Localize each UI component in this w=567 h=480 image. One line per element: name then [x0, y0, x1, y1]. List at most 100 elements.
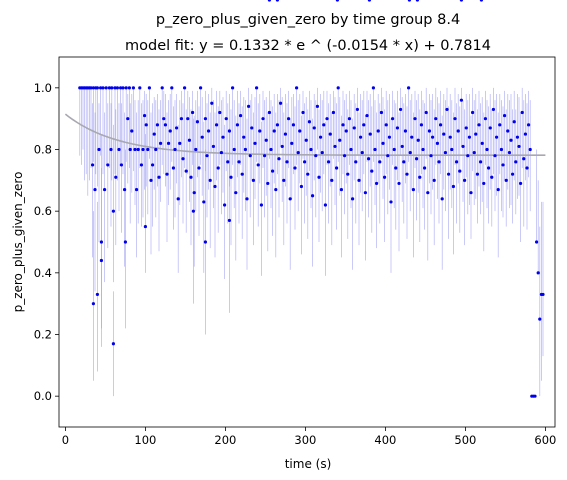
- x-axis-label: time (s): [285, 457, 332, 471]
- data-point: [405, 172, 409, 176]
- data-point: [443, 150, 447, 155]
- data-point: [367, 157, 371, 161]
- data-point: [339, 187, 343, 192]
- data-point: [95, 292, 99, 297]
- data-point: [195, 120, 199, 124]
- data-point: [383, 175, 387, 179]
- data-point: [218, 110, 222, 115]
- data-point: [437, 160, 441, 164]
- data-point: [99, 258, 103, 263]
- data-point: [163, 123, 167, 127]
- data-point: [411, 187, 415, 192]
- data-point: [306, 172, 310, 176]
- data-point: [368, 132, 372, 136]
- data-point: [463, 178, 467, 182]
- data-point: [391, 117, 395, 121]
- data-point: [133, 147, 137, 152]
- data-point: [416, 138, 420, 142]
- data-point: [154, 147, 158, 152]
- data-point: [432, 178, 436, 182]
- data-point: [469, 191, 473, 195]
- data-point: [127, 86, 131, 90]
- data-point: [110, 86, 114, 90]
- data-point: [146, 147, 150, 152]
- data-point: [184, 169, 188, 173]
- data-point: [482, 181, 486, 186]
- data-point: [448, 135, 452, 139]
- data-point: [371, 86, 375, 90]
- data-point: [520, 110, 524, 115]
- data-point: [279, 101, 283, 105]
- data-point: [290, 141, 294, 145]
- data-point: [423, 166, 427, 170]
- data-point: [495, 135, 499, 139]
- data-point: [466, 154, 470, 158]
- data-point: [477, 123, 481, 127]
- data-point: [355, 107, 359, 112]
- data-point: [221, 135, 225, 139]
- data-point: [402, 160, 406, 164]
- data-point: [231, 86, 235, 90]
- data-point: [239, 113, 243, 118]
- data-point: [203, 240, 207, 244]
- data-point: [275, 123, 279, 127]
- data-point: [247, 104, 251, 108]
- data-point: [461, 144, 465, 149]
- data-point: [458, 169, 462, 173]
- data-point: [123, 187, 127, 192]
- data-point: [415, 0, 419, 2]
- data-point: [435, 141, 439, 145]
- data-point: [299, 184, 303, 189]
- data-point: [151, 163, 155, 167]
- data-point: [533, 394, 537, 398]
- data-point: [111, 209, 115, 213]
- data-point: [503, 113, 507, 118]
- data-point: [328, 132, 332, 136]
- y-tick-label: 1.0: [34, 81, 52, 95]
- data-point: [464, 126, 468, 130]
- y-tick-label: 0.6: [34, 204, 52, 218]
- data-point: [317, 175, 321, 179]
- data-point: [267, 110, 271, 115]
- data-point: [541, 292, 545, 297]
- data-point: [479, 0, 483, 2]
- data-point: [293, 166, 297, 170]
- data-point: [424, 110, 428, 115]
- data-point: [392, 147, 396, 152]
- data-point: [130, 129, 134, 133]
- data-point: [187, 138, 191, 142]
- data-point: [126, 117, 130, 121]
- data-point: [351, 197, 355, 201]
- data-point: [331, 110, 335, 115]
- data-point: [387, 135, 391, 139]
- data-point: [381, 141, 385, 145]
- data-point: [370, 169, 374, 173]
- data-point: [527, 123, 531, 127]
- data-point: [271, 169, 275, 173]
- data-point: [248, 154, 252, 158]
- data-point: [109, 147, 113, 152]
- data-point: [439, 123, 443, 127]
- data-point: [354, 160, 358, 164]
- data-point: [192, 191, 196, 195]
- data-point: [113, 86, 117, 90]
- data-point: [376, 129, 380, 133]
- x-tick-label: 0: [62, 433, 69, 447]
- data-point: [121, 86, 125, 90]
- data-point: [227, 129, 231, 133]
- data-point: [349, 147, 353, 152]
- data-point: [287, 117, 291, 121]
- data-point: [400, 144, 404, 149]
- data-point: [191, 209, 195, 213]
- data-point: [139, 163, 143, 167]
- data-point: [429, 154, 433, 158]
- data-point: [386, 154, 390, 158]
- data-point: [144, 123, 148, 127]
- data-point: [95, 86, 99, 90]
- y-tick-label: 0.0: [34, 389, 52, 403]
- data-point: [263, 154, 267, 158]
- data-point: [189, 175, 193, 179]
- data-point: [491, 107, 495, 112]
- data-point: [320, 150, 324, 155]
- data-point: [159, 141, 163, 145]
